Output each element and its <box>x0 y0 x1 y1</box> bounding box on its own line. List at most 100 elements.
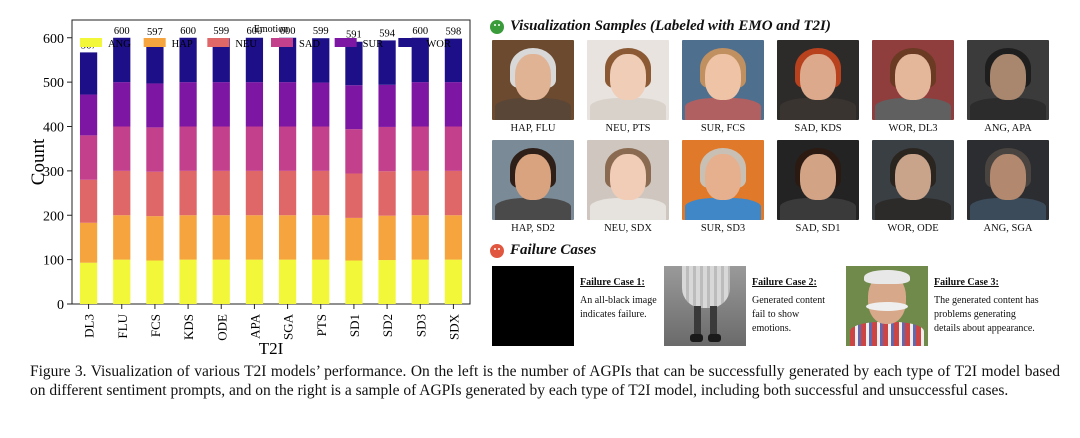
legend-label-sad: SAD <box>299 39 320 50</box>
y-tick-label: 400 <box>43 121 64 136</box>
legend-swatch-hap <box>143 38 166 47</box>
bar-segment-ang-sdx <box>444 259 463 304</box>
bar-segment-hap-flu <box>113 215 131 260</box>
x-tick-label-sd1: SD1 <box>347 314 362 337</box>
failure-case-2-title: Failure Case 2: <box>752 277 817 288</box>
sample-label: NEU, PTS <box>605 123 651 134</box>
bar-segment-neu-sdx <box>444 170 463 216</box>
sample-8: SUR, SD3 <box>682 140 764 234</box>
bar-segment-sad-sdx <box>444 126 463 171</box>
x-tick-label-sd2: SD2 <box>380 314 395 337</box>
bar-segment-ang-sd3 <box>411 259 429 304</box>
bar-segment-sad-fcs <box>146 127 164 172</box>
failure-image-mustache <box>846 266 928 346</box>
bar-segment-sur-flu <box>113 82 131 127</box>
sample-portrait <box>967 140 1049 220</box>
bar-segment-neu-sd3 <box>411 170 429 216</box>
failure-case-3-text: The generated content has problems gener… <box>934 295 1039 334</box>
bar-segment-sur-ode <box>212 82 230 127</box>
bar-segment-neu-dl3 <box>79 179 98 223</box>
bar-segment-ang-fcs <box>146 260 164 304</box>
bar-segment-sur-sd1 <box>345 85 363 130</box>
bar-segment-sur-sd2 <box>378 84 396 127</box>
bar-segment-sur-kds <box>179 82 197 127</box>
bar-segment-sad-ode <box>212 126 230 171</box>
sample-portrait <box>872 40 954 120</box>
bar-segment-sad-sd2 <box>378 126 396 172</box>
x-tick-label-kds: KDS <box>181 314 196 340</box>
sample-label: NEU, SDX <box>604 223 652 234</box>
sample-label: SAD, KDS <box>794 123 842 134</box>
failure-image-black <box>492 266 574 346</box>
sample-0: HAP, FLU <box>492 40 574 134</box>
sample-11: ANG, SGA <box>967 140 1049 234</box>
bar-segment-sur-apa <box>245 82 264 127</box>
bar-total-label: 594 <box>379 28 396 39</box>
x-tick-label-ode: ODE <box>214 314 229 341</box>
bar-segment-ang-flu <box>113 259 131 304</box>
x-tick-label-apa: APA <box>247 313 262 338</box>
bar-segment-sur-sd3 <box>411 82 429 127</box>
y-tick-label: 0 <box>57 298 64 313</box>
y-tick-label: 100 <box>43 254 64 269</box>
y-tick-label: 300 <box>43 165 64 180</box>
legend-swatch-wor <box>398 38 421 47</box>
bar-segment-sad-sd3 <box>411 126 429 171</box>
bar-segment-hap-ode <box>212 215 230 260</box>
bar-segment-neu-apa <box>245 170 264 216</box>
bar-segment-wor-sd1 <box>345 41 363 86</box>
legend-swatch-ang <box>80 38 102 47</box>
sample-portrait <box>587 40 669 120</box>
bar-segment-sad-dl3 <box>79 135 98 180</box>
bar-segment-hap-pts <box>312 215 330 260</box>
bar-segment-neu-sd1 <box>345 173 363 218</box>
bar-segment-hap-sga <box>278 215 297 260</box>
bar-segment-wor-dl3 <box>79 52 98 95</box>
sample-label: ANG, SGA <box>983 223 1033 234</box>
bar-total-label: 600 <box>280 26 296 37</box>
bar-total-label: 591 <box>346 30 362 41</box>
bar-segment-hap-dl3 <box>79 222 98 263</box>
bar-segment-wor-pts <box>312 38 330 83</box>
bar-segment-ang-ode <box>212 259 230 304</box>
bar-total-label: 598 <box>446 27 462 38</box>
bar-segment-ang-pts <box>312 259 330 304</box>
bar-segment-wor-sd3 <box>411 37 429 83</box>
bar-segment-sad-kds <box>179 126 197 171</box>
bar-total-label: 600 <box>180 26 196 37</box>
legend-swatch-sad <box>271 38 293 47</box>
bar-segment-wor-flu <box>113 37 131 83</box>
bar-segment-sad-pts <box>312 126 330 171</box>
bar-segment-hap-sdx <box>444 215 463 260</box>
sample-label: SAD, SD1 <box>795 223 841 234</box>
failure-case-2-text: Generated content fail to show emotions. <box>752 295 826 334</box>
bar-segment-neu-sd2 <box>378 171 396 216</box>
plot-frame <box>71 19 471 305</box>
sample-10: WOR, ODE <box>872 140 954 234</box>
bar-segment-wor-ode <box>212 38 230 83</box>
y-tick-label: 600 <box>43 32 64 47</box>
failure-title: Failure Cases <box>510 242 597 258</box>
bar-segment-sur-fcs <box>146 83 164 128</box>
sample-portrait <box>872 140 954 220</box>
bar-segment-sad-apa <box>245 126 264 171</box>
y-axis-label: Count <box>28 138 49 185</box>
bar-segment-hap-fcs <box>146 216 164 261</box>
bar-total-label: 597 <box>147 27 163 38</box>
sample-label: SUR, SD3 <box>700 223 746 234</box>
sample-4: WOR, DL3 <box>872 40 954 134</box>
bar-segment-wor-sd2 <box>378 40 396 85</box>
legend-label-ang: ANG <box>108 39 131 50</box>
bar-segment-hap-sd1 <box>345 217 363 261</box>
failure-case-1: Failure Case 1: An all-black image indic… <box>580 276 660 322</box>
bar-segment-neu-fcs <box>146 171 164 217</box>
bar-segment-wor-apa <box>245 37 264 83</box>
stacked-bar-chart: 0100200300400500600567DL3600FLU597FCS600… <box>0 0 480 360</box>
bar-total-label: 600 <box>114 26 130 37</box>
samples-panel: Visualization Samples (Labeled with EMO … <box>488 14 1068 354</box>
samples-title: Visualization Samples (Labeled with EMO … <box>510 18 831 34</box>
failure-case-1-title: Failure Case 1: <box>580 277 645 288</box>
sample-portrait <box>682 40 764 120</box>
x-tick-label-flu: FLU <box>115 313 130 338</box>
bar-segment-sur-pts <box>312 82 330 127</box>
